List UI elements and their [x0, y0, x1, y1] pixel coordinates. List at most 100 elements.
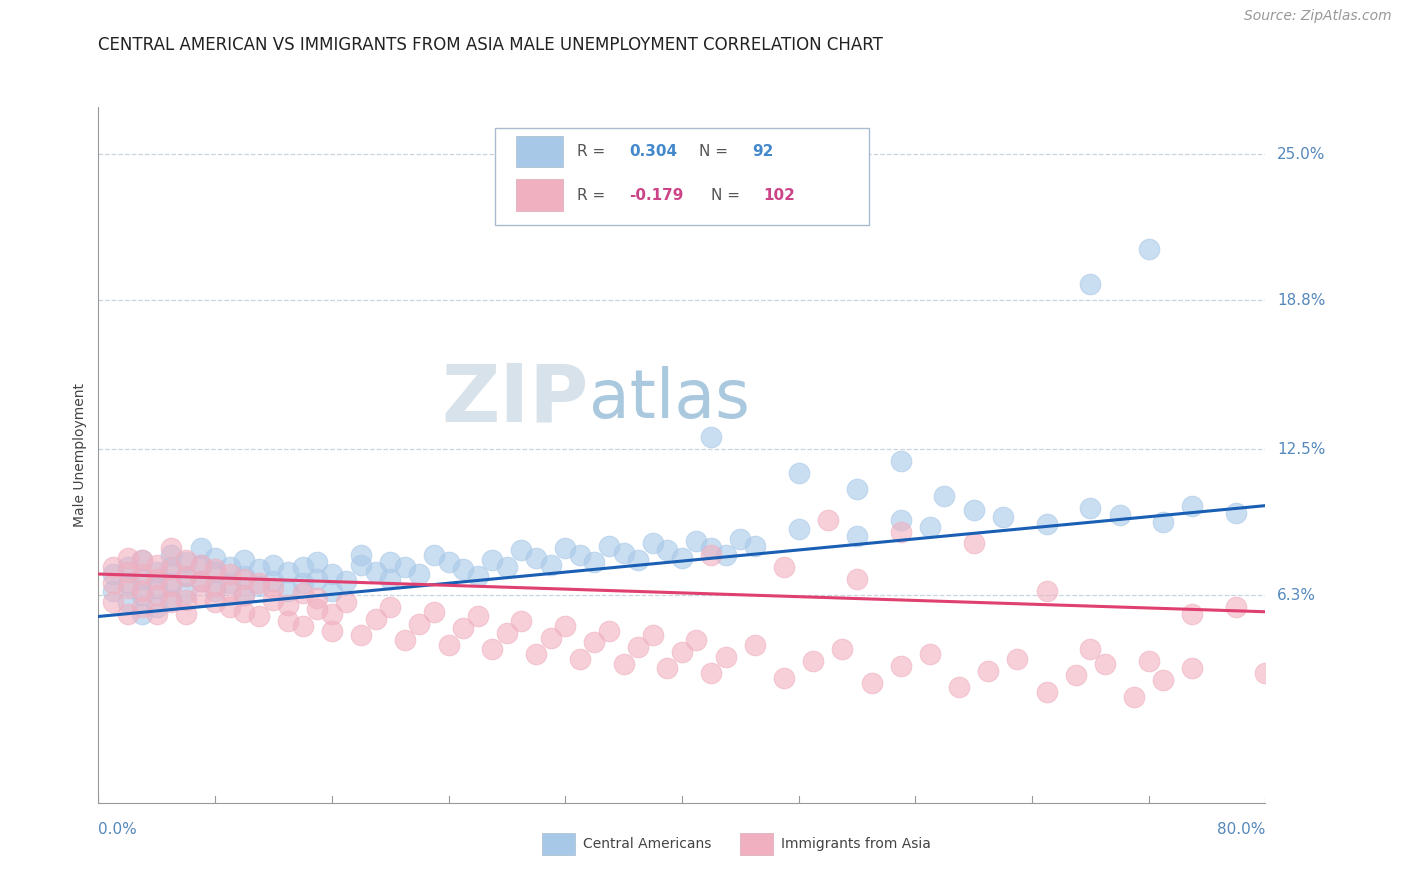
Point	[540, 631, 562, 645]
Point	[1080, 642, 1102, 657]
Point	[700, 666, 723, 681]
Point	[1181, 661, 1204, 675]
Point	[524, 647, 547, 661]
Point	[568, 652, 591, 666]
Point	[408, 567, 430, 582]
Point	[845, 572, 868, 586]
Point	[307, 555, 329, 569]
Point	[233, 588, 256, 602]
Point	[131, 588, 153, 602]
Point	[321, 583, 343, 598]
Point	[510, 614, 533, 628]
Point	[481, 642, 503, 657]
Point	[423, 605, 446, 619]
Point	[146, 588, 169, 602]
Point	[307, 572, 329, 586]
Point	[321, 624, 343, 638]
Point	[744, 539, 766, 553]
Point	[204, 583, 226, 598]
Point	[1035, 583, 1057, 598]
Point	[218, 560, 240, 574]
Point	[1152, 673, 1174, 688]
Point	[247, 562, 270, 576]
Point	[1108, 508, 1130, 522]
Point	[160, 595, 183, 609]
Point	[700, 548, 723, 562]
Point	[934, 489, 956, 503]
Bar	[516, 179, 562, 211]
Point	[174, 593, 197, 607]
Point	[685, 534, 707, 549]
Point	[204, 579, 226, 593]
Point	[510, 543, 533, 558]
Point	[1123, 690, 1146, 704]
Point	[495, 560, 517, 574]
Point	[364, 565, 387, 579]
Point	[598, 624, 620, 638]
Text: -0.179: -0.179	[630, 187, 683, 202]
Point	[890, 513, 912, 527]
Point	[451, 621, 474, 635]
Point	[291, 586, 314, 600]
Point	[540, 558, 562, 572]
Point	[860, 675, 883, 690]
Point	[1225, 600, 1247, 615]
Point	[1080, 500, 1102, 515]
Point	[1007, 652, 1029, 666]
Point	[146, 600, 169, 615]
Point	[131, 583, 153, 598]
Point	[671, 645, 693, 659]
Point	[378, 600, 402, 615]
Text: R =: R =	[576, 187, 610, 202]
Point	[728, 532, 751, 546]
Point	[773, 671, 796, 685]
Point	[204, 562, 226, 576]
Point	[335, 595, 357, 609]
Point	[233, 553, 256, 567]
Bar	[541, 833, 575, 855]
Point	[160, 548, 183, 562]
Point	[291, 576, 314, 591]
Point	[117, 595, 139, 609]
Point	[218, 567, 240, 582]
Point	[117, 576, 139, 591]
Point	[612, 546, 634, 560]
Point	[364, 612, 387, 626]
Text: 18.8%: 18.8%	[1277, 293, 1326, 308]
Point	[845, 482, 868, 496]
Point	[321, 607, 343, 621]
Point	[204, 550, 226, 565]
Point	[233, 588, 256, 602]
Point	[247, 579, 270, 593]
Point	[233, 569, 256, 583]
Point	[962, 503, 984, 517]
Point	[307, 591, 329, 605]
Point	[174, 569, 197, 583]
Point	[451, 562, 474, 576]
Text: 6.3%: 6.3%	[1277, 588, 1316, 603]
Point	[277, 598, 299, 612]
Point	[671, 550, 693, 565]
FancyBboxPatch shape	[495, 128, 869, 226]
Point	[174, 586, 197, 600]
Point	[423, 548, 446, 562]
Point	[1181, 607, 1204, 621]
Point	[991, 510, 1014, 524]
Point	[262, 574, 284, 588]
Point	[131, 607, 153, 621]
Point	[291, 560, 314, 574]
Point	[146, 572, 169, 586]
Point	[714, 649, 737, 664]
Text: Source: ZipAtlas.com: Source: ZipAtlas.com	[1244, 9, 1392, 23]
Point	[437, 638, 460, 652]
Text: R =: R =	[576, 144, 610, 159]
Bar	[516, 136, 562, 167]
Point	[101, 560, 124, 574]
Point	[437, 555, 460, 569]
Text: 12.5%: 12.5%	[1277, 442, 1326, 457]
Point	[174, 553, 197, 567]
Point	[408, 616, 430, 631]
Point	[117, 550, 139, 565]
Text: N =: N =	[711, 187, 745, 202]
Text: 25.0%: 25.0%	[1277, 146, 1326, 161]
